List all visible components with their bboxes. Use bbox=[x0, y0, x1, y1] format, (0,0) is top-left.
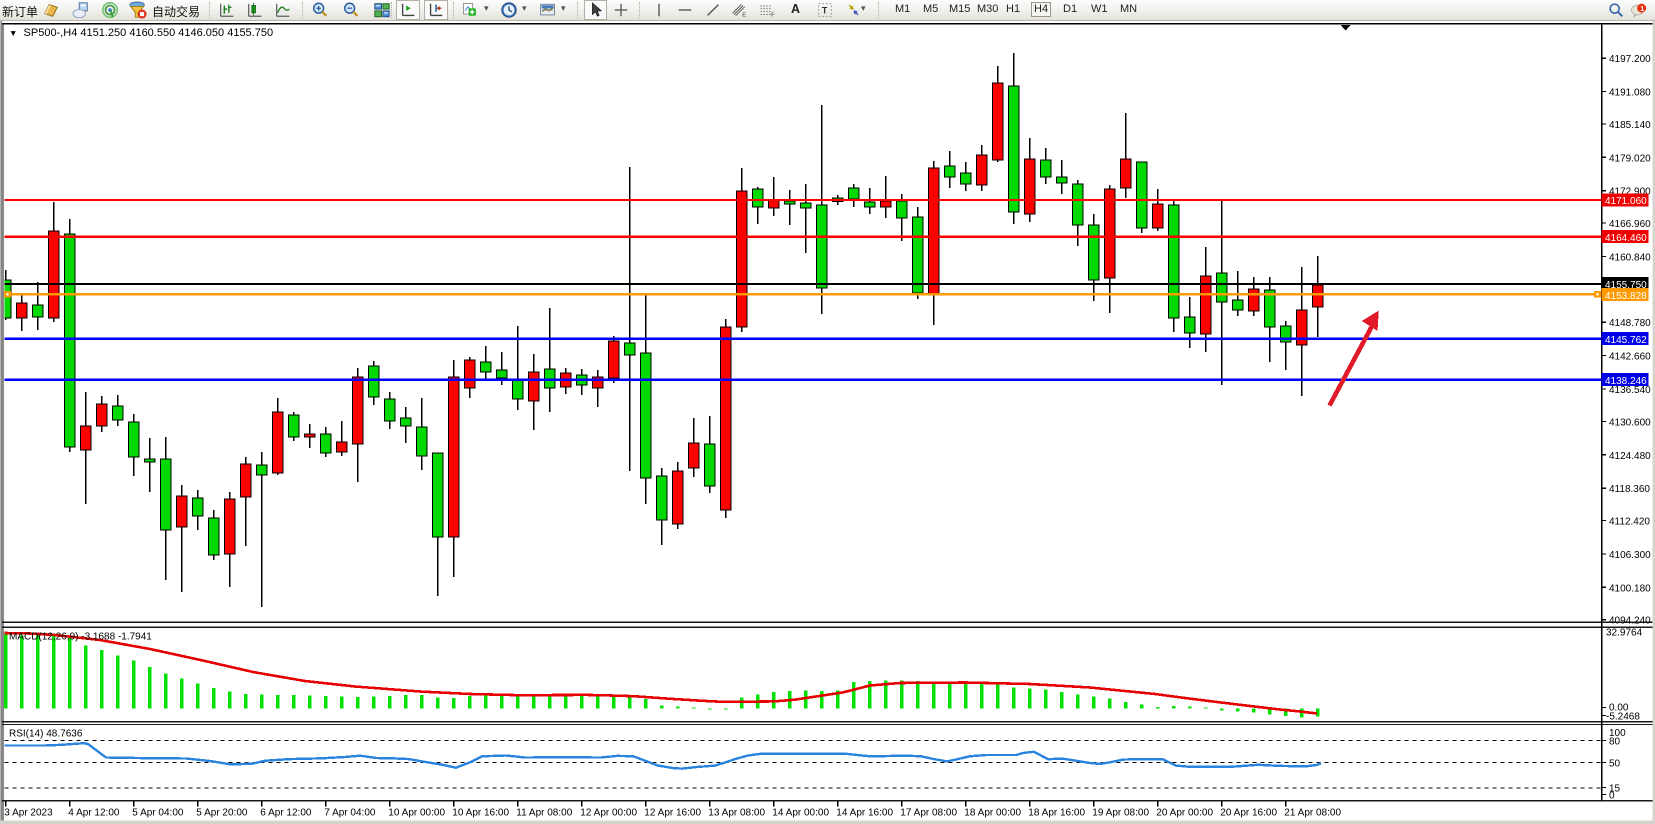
svg-text:4179.020: 4179.020 bbox=[1609, 153, 1651, 164]
svg-text:20 Apr 16:00: 20 Apr 16:00 bbox=[1220, 808, 1277, 819]
svg-text:▼ SP500-,H4 4151.250 4160.55: ▼ SP500-,H4 4151.250 4160.550 4146.050 4… bbox=[9, 27, 273, 39]
svg-text:19 Apr 08:00: 19 Apr 08:00 bbox=[1092, 808, 1149, 819]
svg-text:3 Apr 2023: 3 Apr 2023 bbox=[4, 808, 53, 819]
svg-text:7 Apr 04:00: 7 Apr 04:00 bbox=[324, 808, 376, 819]
svg-text:10 Apr 00:00: 10 Apr 00:00 bbox=[388, 808, 445, 819]
svg-text:-5.2468: -5.2468 bbox=[1606, 712, 1640, 723]
svg-text:4138.246: 4138.246 bbox=[1605, 376, 1647, 387]
svg-text:4100.180: 4100.180 bbox=[1609, 583, 1651, 594]
svg-text:12 Apr 16:00: 12 Apr 16:00 bbox=[644, 808, 701, 819]
svg-text:4124.480: 4124.480 bbox=[1609, 451, 1651, 462]
svg-text:T: T bbox=[822, 6, 828, 16]
svg-text:4160.840: 4160.840 bbox=[1609, 253, 1651, 264]
svg-text:50: 50 bbox=[1609, 758, 1621, 769]
svg-text:6 Apr 12:00: 6 Apr 12:00 bbox=[260, 808, 312, 819]
svg-text:18 Apr 00:00: 18 Apr 00:00 bbox=[964, 808, 1021, 819]
svg-text:14 Apr 16:00: 14 Apr 16:00 bbox=[836, 808, 893, 819]
svg-text:20 Apr 00:00: 20 Apr 00:00 bbox=[1156, 808, 1213, 819]
svg-text:15: 15 bbox=[1609, 783, 1621, 794]
svg-text:MACD(12,26,9) -3.1688 -1.7941: MACD(12,26,9) -3.1688 -1.7941 bbox=[9, 632, 152, 643]
svg-text:21 Apr 08:00: 21 Apr 08:00 bbox=[1284, 808, 1341, 819]
svg-text:10 Apr 16:00: 10 Apr 16:00 bbox=[452, 808, 509, 819]
svg-text:4197.200: 4197.200 bbox=[1609, 54, 1651, 65]
svg-text:RSI(14) 48.7636: RSI(14) 48.7636 bbox=[9, 729, 83, 740]
svg-text:4094.240: 4094.240 bbox=[1609, 616, 1651, 627]
svg-text:4166.960: 4166.960 bbox=[1609, 219, 1651, 230]
svg-text:0: 0 bbox=[1609, 790, 1615, 801]
svg-text:4106.300: 4106.300 bbox=[1609, 550, 1651, 561]
svg-text:100: 100 bbox=[1609, 728, 1626, 739]
svg-text:5 Apr 04:00: 5 Apr 04:00 bbox=[132, 808, 184, 819]
svg-text:4136.540: 4136.540 bbox=[1609, 385, 1651, 396]
svg-text:4118.360: 4118.360 bbox=[1609, 484, 1650, 495]
svg-text:4171.060: 4171.060 bbox=[1605, 196, 1647, 207]
svg-text:32.9764: 32.9764 bbox=[1606, 628, 1643, 639]
svg-text:80: 80 bbox=[1609, 736, 1621, 747]
svg-text:4145.762: 4145.762 bbox=[1605, 335, 1647, 346]
svg-text:14 Apr 00:00: 14 Apr 00:00 bbox=[772, 808, 829, 819]
svg-text:4 Apr 12:00: 4 Apr 12:00 bbox=[68, 808, 120, 819]
svg-text:F: F bbox=[771, 13, 775, 19]
svg-text:4153.828: 4153.828 bbox=[1605, 291, 1647, 302]
svg-text:4164.460: 4164.460 bbox=[1605, 233, 1647, 244]
svg-text:12 Apr 00:00: 12 Apr 00:00 bbox=[580, 808, 637, 819]
svg-text:17 Apr 08:00: 17 Apr 08:00 bbox=[900, 808, 957, 819]
svg-text:0.00: 0.00 bbox=[1609, 703, 1629, 714]
svg-text:4172.900: 4172.900 bbox=[1609, 187, 1651, 198]
svg-text:18 Apr 16:00: 18 Apr 16:00 bbox=[1028, 808, 1085, 819]
svg-text:5 Apr 20:00: 5 Apr 20:00 bbox=[196, 808, 248, 819]
svg-text:4185.140: 4185.140 bbox=[1609, 120, 1651, 131]
svg-text:4148.780: 4148.780 bbox=[1609, 318, 1651, 329]
svg-text:4112.420: 4112.420 bbox=[1609, 517, 1650, 528]
svg-text:4191.080: 4191.080 bbox=[1609, 88, 1651, 99]
svg-text:E: E bbox=[742, 13, 746, 19]
svg-text:1: 1 bbox=[1640, 5, 1644, 13]
svg-text:13 Apr 08:00: 13 Apr 08:00 bbox=[708, 808, 765, 819]
svg-text:4155.750: 4155.750 bbox=[1605, 280, 1647, 291]
svg-text:4130.600: 4130.600 bbox=[1609, 417, 1651, 428]
svg-text:4142.660: 4142.660 bbox=[1609, 352, 1651, 363]
svg-text:11 Apr 08:00: 11 Apr 08:00 bbox=[516, 808, 572, 819]
